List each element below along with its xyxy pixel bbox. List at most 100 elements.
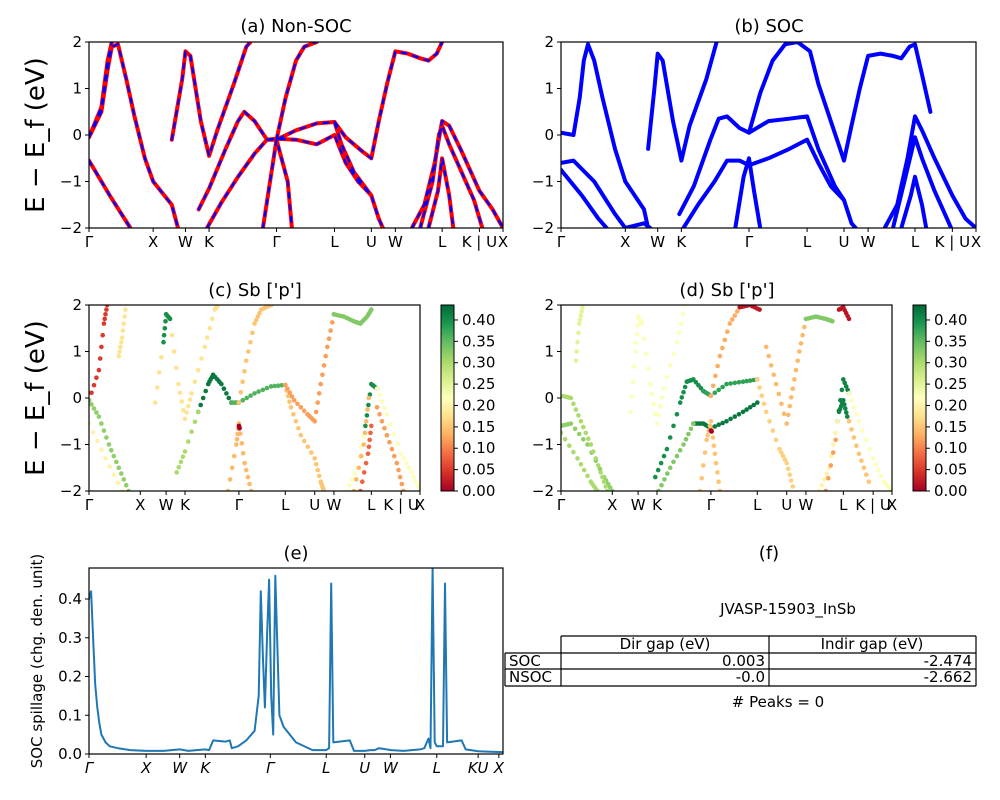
table-row-label: SOC [509, 652, 541, 670]
dot-262 [365, 407, 370, 412]
dot-134 [316, 473, 322, 479]
dot-153 [659, 482, 664, 488]
dot-1 [90, 430, 96, 435]
dot-267 [839, 387, 845, 393]
x-tick-label: X [415, 496, 425, 514]
dot-288 [863, 437, 869, 443]
dot-7 [585, 473, 590, 479]
dot-20 [104, 307, 109, 312]
x-tick-label: X [140, 759, 152, 777]
panel-f-title: (f) [759, 543, 779, 564]
dot-173 [708, 419, 714, 424]
table-cell-dir: 0.003 [722, 652, 765, 670]
dot-18 [102, 316, 107, 322]
dot-280 [844, 410, 849, 415]
dot-60 [184, 410, 189, 415]
dot-170 [705, 432, 710, 438]
dot-165 [252, 321, 257, 326]
panel-e-axes: 0.40.30.20.10.0Γ X W K Γ L U W L KU X [58, 590, 505, 777]
dot-41 [586, 436, 591, 442]
x-tick-label: L [433, 759, 441, 777]
dot-27 [99, 421, 104, 426]
dot-122 [724, 381, 729, 387]
dot-180 [298, 405, 304, 410]
dot-77 [649, 391, 655, 397]
dot-11 [91, 382, 97, 388]
dot-78 [200, 395, 206, 401]
dot-270 [389, 446, 395, 452]
dot-305 [830, 442, 836, 447]
y-tick-label: 0.3 [58, 629, 82, 647]
dot-237 [797, 349, 802, 354]
dot-129 [751, 377, 756, 383]
x-tick-label: X [498, 233, 508, 251]
dot-180 [716, 479, 721, 485]
x-tick-label: Γ [745, 233, 754, 251]
x-tick-label: L [367, 496, 376, 514]
x-tick-label: W [799, 496, 814, 514]
dot-76 [648, 381, 653, 387]
panel-e-ylabel: SOC spillage (chg. den. unit) [28, 554, 46, 769]
dot-81 [656, 412, 661, 418]
dot-238 [374, 386, 380, 392]
dot-310 [828, 463, 834, 468]
dot-2 [95, 438, 100, 444]
dot-6 [111, 472, 117, 478]
dot-191 [320, 372, 325, 378]
dot-227 [361, 434, 366, 439]
dot-42 [159, 355, 164, 360]
dot-82 [658, 403, 663, 409]
dot-148 [744, 407, 749, 412]
dot-74 [643, 351, 649, 357]
dot-153 [243, 467, 249, 473]
dot-21 [585, 442, 590, 447]
dot-187 [720, 345, 725, 351]
dot-133 [315, 467, 321, 473]
dot-59 [182, 416, 188, 422]
x-tick-label: X [607, 496, 617, 514]
dot-127 [744, 378, 749, 384]
band-line-dashed-2 [89, 42, 180, 228]
dot-160 [681, 442, 686, 447]
dot-91 [226, 395, 232, 401]
dot-208 [763, 409, 769, 415]
dot-213 [779, 450, 784, 455]
x-tick-label: Γ [235, 496, 244, 514]
dot-149 [747, 405, 753, 410]
dot-94 [655, 467, 661, 473]
x-tick-label: K | U [383, 496, 418, 514]
band-line-2 [561, 42, 651, 228]
dot-277 [841, 398, 846, 403]
band-line-3 [169, 42, 253, 158]
dot-88 [674, 339, 680, 345]
dot-124 [732, 380, 738, 386]
dot-167 [701, 463, 706, 468]
dot-88 [219, 381, 224, 387]
dot-7 [115, 480, 121, 486]
dot-287 [117, 349, 122, 354]
dot-268 [384, 432, 390, 438]
dot-156 [667, 465, 673, 471]
x-tick-label: L [281, 496, 290, 514]
dot-89 [221, 386, 227, 392]
dot-181 [301, 408, 307, 414]
x-tick-label: Γ [266, 759, 276, 777]
y-tick-label: 2 [544, 33, 554, 51]
dot-224 [771, 372, 776, 378]
dot-1 [562, 437, 568, 442]
y-tick-label: −2 [532, 482, 554, 500]
dot-193 [323, 353, 329, 359]
dot-207 [761, 401, 767, 407]
panel-a-ylabel: E − E_f (eV) [21, 57, 51, 213]
dot-293 [878, 473, 884, 479]
dot-40 [155, 385, 160, 390]
dot-61 [186, 403, 191, 409]
peaks-count: # Peaks = 0 [732, 693, 824, 711]
dot-100 [674, 412, 680, 417]
dot-103 [681, 389, 686, 395]
dot-240 [802, 324, 807, 330]
dot-289 [119, 339, 124, 345]
dot-176 [287, 390, 293, 396]
dot-230 [364, 413, 370, 418]
dot-3 [571, 449, 576, 455]
